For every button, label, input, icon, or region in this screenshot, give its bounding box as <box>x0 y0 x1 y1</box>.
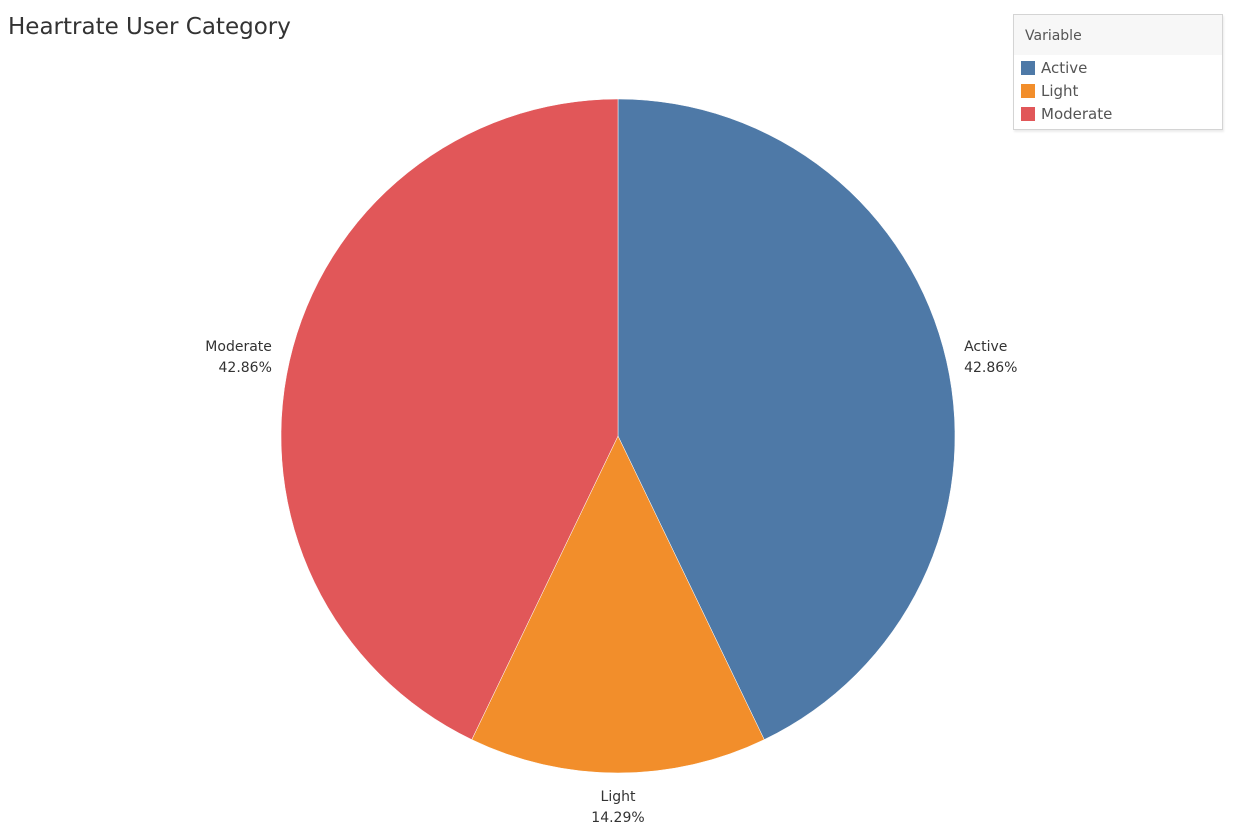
legend-swatch-active <box>1021 60 1035 75</box>
slice-label-active: Active <box>964 339 1007 355</box>
slice-label-light: Light <box>601 789 636 805</box>
legend-label-moderate: Moderate <box>1041 104 1113 123</box>
legend-label-active: Active <box>1041 58 1088 77</box>
legend-swatch-moderate <box>1021 106 1035 121</box>
pie-slice-light[interactable] <box>471 435 765 774</box>
legend-label-light: Light <box>1041 81 1079 100</box>
pie-slice-moderate[interactable] <box>280 98 619 740</box>
slice-value-moderate: 42.86% <box>219 360 272 376</box>
legend[interactable]: Variable Active Light Moderate <box>1013 14 1223 130</box>
legend-item-active[interactable]: Active <box>1014 56 1222 79</box>
legend-item-light[interactable]: Light <box>1014 79 1222 102</box>
slice-label-moderate: Moderate <box>205 339 272 355</box>
legend-swatch-light <box>1021 83 1035 98</box>
legend-title: Variable <box>1014 15 1222 56</box>
legend-item-moderate[interactable]: Moderate <box>1014 102 1222 125</box>
slice-value-active: 42.86% <box>964 360 1017 376</box>
chart-title: Heartrate User Category <box>8 14 291 40</box>
pie-slice-active[interactable] <box>617 98 956 740</box>
slice-value-light: 14.29% <box>591 810 644 825</box>
